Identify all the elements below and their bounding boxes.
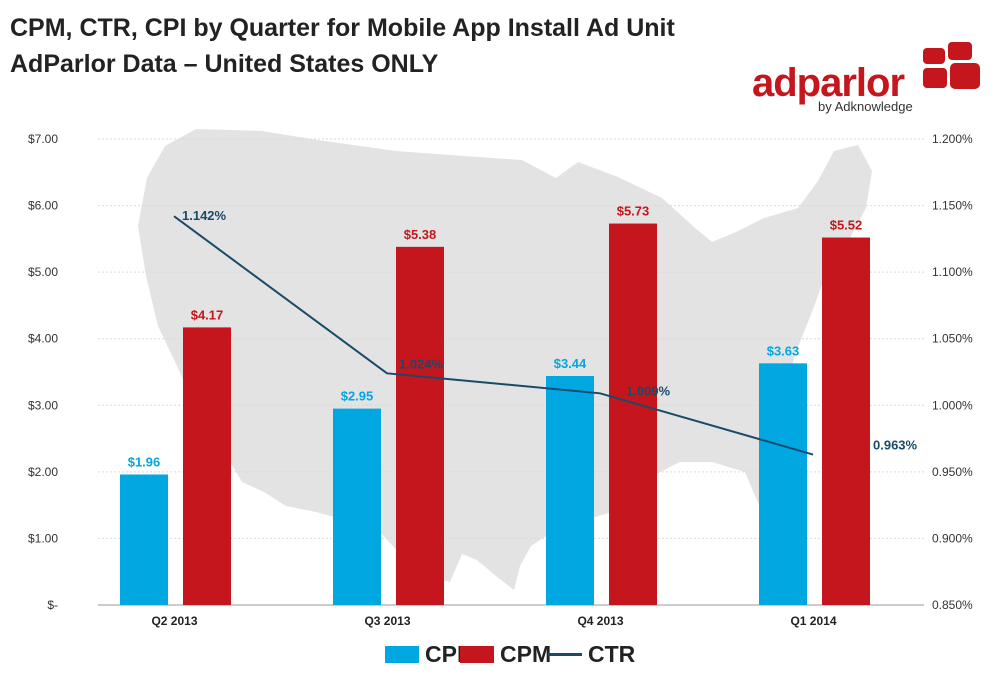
y-right-tick-label: 0.950% [932,465,973,479]
category-label: Q2 2013 [151,614,197,628]
legend-label-cpm: CPM [500,641,552,667]
legend: CPI CPM CTR [0,637,1000,671]
cpm-data-label: $5.38 [404,227,437,242]
ctr-data-label: 1.142% [182,208,227,223]
cpm-bar [822,237,870,606]
category-label: Q4 2013 [577,614,623,628]
cpi-bar [120,474,168,605]
y-left-tick-label: $- [47,598,58,612]
cpi-bar [759,363,807,605]
cpi-data-label: $1.96 [128,455,161,470]
legend-label-ctr: CTR [588,641,636,667]
chart-title: CPM, CTR, CPI by Quarter for Mobile App … [10,14,675,42]
bars [120,223,870,606]
cpm-bar [183,327,231,605]
legend-label-cpi: CPI [425,641,464,667]
cpm-data-label: $5.52 [830,218,863,233]
logo-wordmark: adparlor [752,61,905,105]
x-axis: Q2 2013 Q3 2013 Q4 2013 Q1 2014 [151,614,836,628]
category-label: Q1 2014 [790,614,836,628]
cpi-bar [333,408,381,605]
right-axis: 0.850% 0.900% 0.950% 1.000% 1.050% 1.100% 1.15… [932,132,973,612]
cpi-bar [546,375,594,605]
y-right-tick-label: 1.050% [932,332,973,346]
y-left-tick-label: $5.00 [28,265,58,279]
legend-swatch-cpi [385,646,419,663]
cpm-data-label: $5.73 [617,204,650,219]
y-left-tick-label: $3.00 [28,398,58,412]
cpm-data-label: $4.17 [191,307,224,322]
y-right-tick-label: 1.000% [932,398,973,412]
y-right-tick-label: 1.150% [932,199,973,213]
cpi-data-label: $3.44 [554,356,587,371]
logo-block [950,63,980,89]
adparlor-logo: adparlor by Adknowledge [712,38,992,118]
y-right-tick-label: 1.100% [932,265,973,279]
us-map-background [138,129,872,590]
y-right-tick-label: 0.850% [932,598,973,612]
cpi-data-label: $2.95 [341,389,374,404]
y-left-tick-label: $4.00 [28,332,58,346]
cpm-bar [609,223,657,605]
y-right-tick-label: 0.900% [932,531,973,545]
legend-swatch-ctr [548,653,582,656]
data-labels: $1.96 $4.17 $2.95 $5.38 $3.44 $5.73 $3.63 $5.52… [128,204,918,470]
cpi-data-label: $3.63 [767,343,800,358]
ctr-data-label: 1.009% [626,383,671,398]
y-left-tick-label: $6.00 [28,199,58,213]
chart-subtitle: AdParlor Data – United States ONLY [10,50,439,78]
logo-blocks-icon [923,42,980,89]
left-axis: $- $1.00 $2.00 $3.00 $4.00 $5.00 $6.00 $7.00 [28,132,58,612]
y-right-tick-label: 1.200% [932,132,973,146]
ctr-line [173,215,814,456]
legend-swatch-cpm [460,646,494,663]
logo-block [923,48,945,64]
ctr-series [173,215,814,456]
category-label: Q3 2013 [364,614,410,628]
y-left-tick-label: $7.00 [28,132,58,146]
ctr-data-label: 0.963% [873,438,918,453]
logo-block [923,68,947,88]
logo-block [948,42,972,60]
cpm-bar [396,246,444,606]
y-left-tick-label: $2.00 [28,465,58,479]
logo-tagline: by Adknowledge [818,99,913,114]
ctr-data-label: 1.024% [399,356,444,371]
y-left-tick-label: $1.00 [28,531,58,545]
